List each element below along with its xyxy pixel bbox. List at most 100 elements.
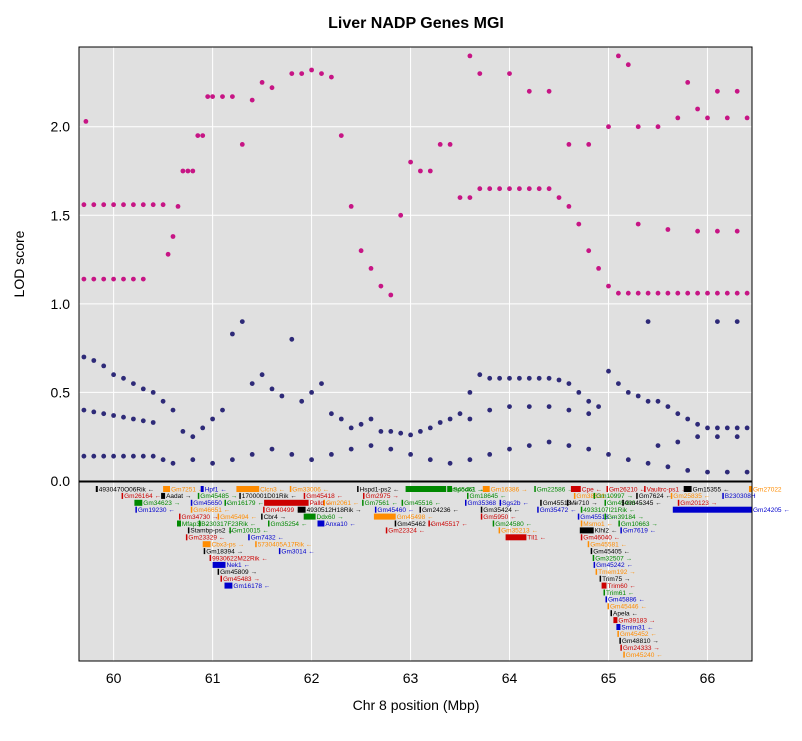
gene-label: Trim75 →	[602, 576, 630, 583]
x-axis-label: Chr 8 position (Mbp)	[353, 697, 480, 713]
gene-label: Ddx60 →	[317, 514, 344, 521]
lod-point	[715, 228, 720, 234]
gene-bar	[672, 506, 752, 513]
gene-bar	[220, 575, 222, 582]
lod-point	[348, 204, 354, 209]
lod-point	[517, 186, 522, 192]
lod-point	[140, 386, 146, 392]
lod-point	[447, 416, 453, 422]
lod-point	[200, 425, 206, 431]
lod-point	[83, 119, 89, 124]
lod-point	[507, 404, 512, 409]
lod-point	[111, 202, 116, 208]
lod-point	[685, 80, 691, 85]
lod-point	[338, 416, 344, 422]
lod-point	[180, 429, 186, 434]
gene-label: Gm20123 →	[680, 500, 717, 507]
lod-point	[299, 398, 305, 404]
lod-point	[408, 159, 413, 165]
lod-point	[388, 429, 394, 434]
lod-point	[744, 425, 750, 431]
lod-point	[101, 411, 107, 417]
lod-point	[299, 71, 305, 76]
gene-bar	[601, 582, 607, 589]
gene-label: Nek1 ←	[227, 562, 250, 569]
lod-point	[477, 186, 483, 192]
gene-bar	[177, 520, 181, 527]
gene-bar	[603, 589, 605, 596]
gene-label: Aadat →	[166, 493, 191, 500]
lod-point	[695, 434, 700, 440]
gene-bar	[622, 499, 624, 506]
gene-label: Gm16386 →	[491, 486, 528, 493]
gene-bar	[134, 499, 143, 506]
gene-label: Gm35424 ←	[483, 507, 520, 514]
gene-label: Hspd1-ps2 ←	[360, 486, 400, 493]
lod-point	[160, 202, 166, 208]
lod-point	[695, 106, 700, 112]
gene-label: Gm24333 →	[623, 645, 660, 652]
gene-label: B230308H	[725, 493, 756, 500]
lod-point	[91, 409, 97, 415]
lod-point	[131, 381, 136, 386]
gene-label: Tmem192 →	[598, 569, 636, 576]
lod-point	[289, 71, 295, 76]
gene-bar	[419, 506, 421, 513]
lod-point	[289, 452, 295, 457]
lod-point	[724, 290, 730, 296]
gene-bar	[605, 596, 607, 603]
lod-point	[111, 372, 116, 378]
gene-bar	[537, 506, 539, 513]
lod-point	[329, 74, 334, 80]
gene-label: Smim31 ←	[621, 624, 653, 631]
lod-point	[467, 416, 473, 422]
lod-point	[131, 276, 136, 282]
gene-bar	[255, 541, 257, 548]
y-tick-label: 0.0	[51, 473, 71, 489]
gene-label: 5730405A17Rik ←	[258, 542, 313, 549]
gene-bar	[200, 486, 204, 492]
gene-bar	[613, 617, 618, 624]
lod-point	[685, 468, 691, 473]
lod-point	[616, 381, 621, 386]
gene-label: Trim60 ←	[608, 583, 636, 590]
gene-label: Anxa10 ←	[325, 521, 355, 528]
lod-point	[526, 186, 532, 192]
gene-label: Trim61 ←	[606, 590, 634, 597]
gene-label: Gm45345 ←	[625, 500, 662, 507]
gene-bar	[467, 492, 469, 499]
gene-bar	[297, 506, 306, 513]
lod-point	[190, 434, 196, 440]
gene-bar	[580, 506, 583, 513]
lod-point	[467, 390, 473, 395]
lod-point	[368, 266, 374, 271]
lod-point	[724, 115, 730, 121]
lod-point	[655, 290, 661, 296]
lod-point	[734, 228, 740, 234]
gene-label: Gm16178 ←	[233, 583, 270, 590]
lod-point	[457, 411, 463, 417]
y-tick-label: 1.5	[51, 207, 71, 223]
lod-point	[744, 115, 750, 121]
gene-bar	[644, 486, 646, 492]
gene-label: Gm45242 ←	[596, 562, 633, 569]
gene-bar	[374, 506, 377, 513]
gene-label: Gm24580 ←	[495, 521, 532, 528]
lod-point	[606, 452, 611, 457]
gene-label: Gm5950 ←	[483, 514, 516, 521]
gene-label: Vaultrc-ps1 →	[647, 486, 688, 493]
lod-point	[329, 411, 334, 417]
lod-point	[368, 443, 374, 448]
gene-label: Gm45461 →	[447, 486, 484, 493]
lod-point	[140, 418, 146, 424]
lod-point	[467, 457, 473, 463]
gene-label: Gm7624 ←	[639, 493, 672, 500]
gene-label: Gm7561 ←	[365, 500, 398, 507]
lod-point	[368, 416, 374, 422]
lod-point	[685, 416, 691, 422]
lod-point	[338, 133, 344, 139]
lod-point	[625, 290, 631, 296]
lod-point	[586, 398, 592, 404]
lod-point	[566, 381, 572, 386]
lod-point	[596, 404, 601, 409]
